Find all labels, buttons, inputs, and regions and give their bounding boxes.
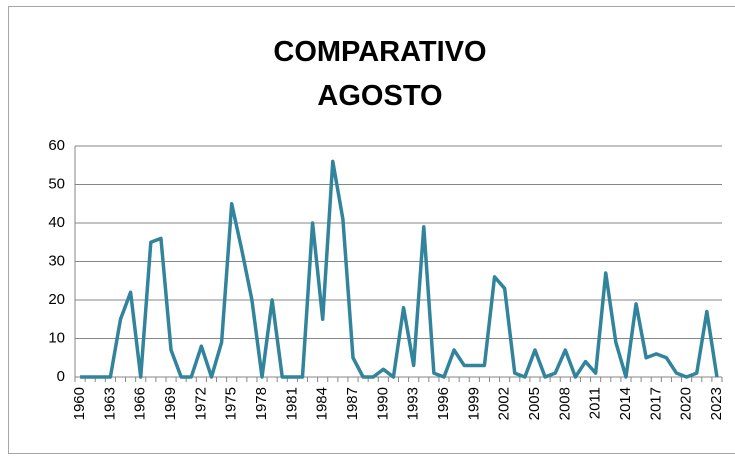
x-tick-label: 1969 (162, 387, 179, 420)
x-tick-label: 1996 (435, 387, 452, 420)
x-tick-label: 1978 (253, 387, 270, 420)
x-tick-label: 1999 (465, 387, 482, 420)
x-tick-label: 1960 (71, 387, 88, 420)
x-tick-label: 2017 (647, 387, 664, 420)
x-tick-label: 1981 (283, 387, 300, 420)
x-tick-label: 2014 (617, 387, 634, 420)
x-tick-label: 1993 (405, 387, 422, 420)
line-series (80, 159, 719, 379)
x-tick-label: 1990 (374, 387, 391, 420)
y-tick-label: 30 (48, 252, 65, 269)
x-tick-label: 1966 (132, 387, 149, 420)
y-tick-label: 40 (48, 214, 65, 231)
y-tick-label: 0 (57, 368, 65, 385)
x-tick-label: 1963 (101, 387, 118, 420)
y-tick-label: 60 (48, 137, 65, 154)
x-tick-label: 2002 (496, 387, 513, 420)
x-tick-label: 2008 (556, 387, 573, 420)
x-tick-label: 2005 (526, 387, 543, 420)
x-tick-label: 1972 (192, 387, 209, 420)
y-tick-label: 50 (48, 175, 65, 192)
x-tick-label: 1984 (314, 387, 331, 420)
x-tick-label: 1987 (344, 387, 361, 420)
y-tick-label: 20 (48, 291, 65, 308)
chart-title: COMPARATIVO AGOSTO (273, 36, 487, 112)
y-tick-label: 10 (48, 329, 65, 346)
x-tick-label: 2023 (708, 387, 725, 420)
x-tick-label: 2020 (678, 387, 695, 420)
x-tick-label: 2011 (587, 387, 604, 419)
x-tick-label: 1975 (223, 387, 240, 420)
chart-border (8, 6, 735, 454)
